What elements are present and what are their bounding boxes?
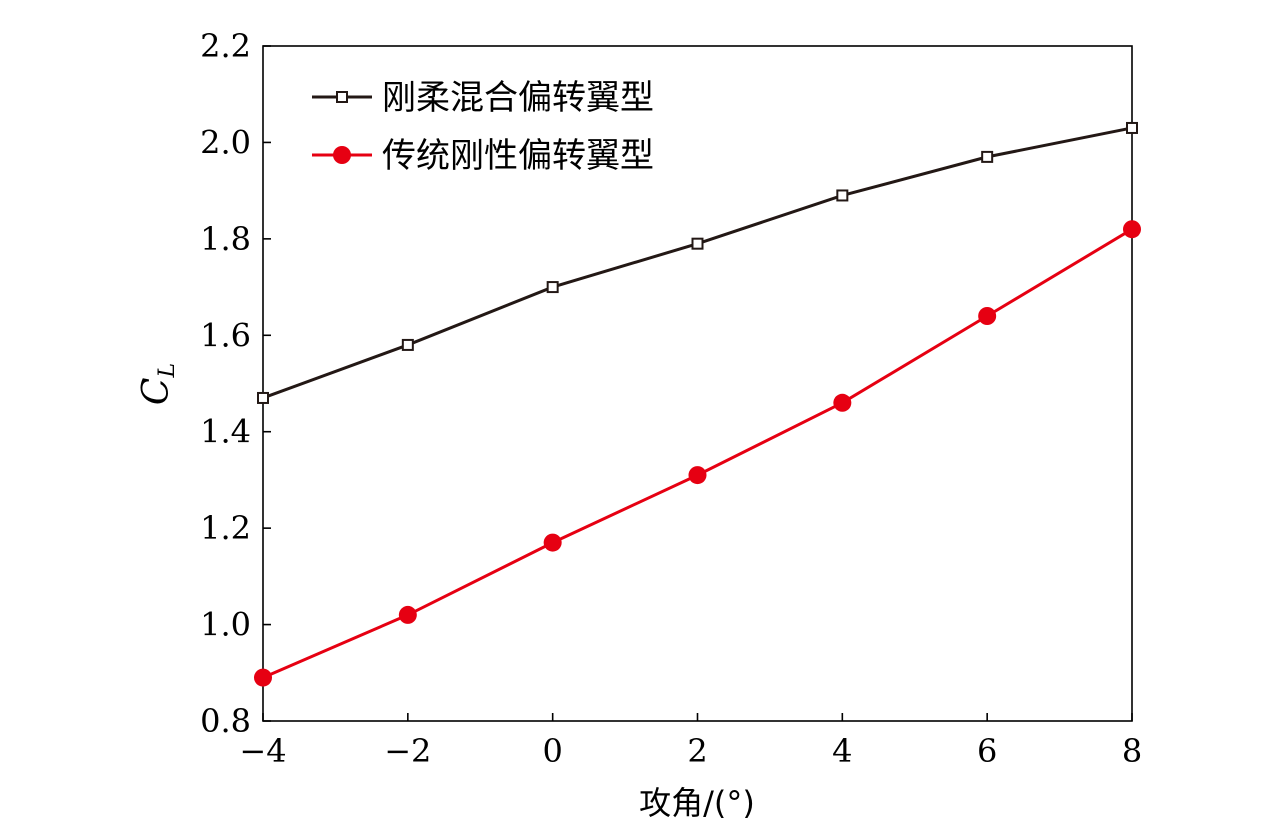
legend-item: 传统刚性偏转翼型 xyxy=(312,136,654,176)
x-axis-title: 攻角/(°) xyxy=(639,784,755,822)
y-tick-label: 1.2 xyxy=(200,509,251,547)
series-1 xyxy=(257,121,1138,404)
y-axis-title-main: C xyxy=(136,378,177,406)
x-tick-label: −2 xyxy=(384,732,431,770)
legend-label: 传统刚性偏转翼型 xyxy=(382,136,654,176)
data-point xyxy=(546,281,559,294)
data-point xyxy=(543,533,562,552)
data-point xyxy=(398,605,417,624)
series-2 xyxy=(254,220,1141,687)
x-tick-label: 4 xyxy=(832,732,852,770)
legend-marker xyxy=(336,91,348,103)
x-tick-label: 6 xyxy=(977,732,997,770)
y-tick-label: 1.4 xyxy=(200,413,251,451)
data-point xyxy=(1126,121,1138,134)
x-tick-label: 2 xyxy=(687,732,707,770)
y-tick-label: 1.0 xyxy=(200,606,251,644)
y-tick-label: 2.2 xyxy=(200,27,251,65)
data-point xyxy=(401,338,414,351)
series-layer xyxy=(254,121,1141,687)
y-axis-title-subscript: L xyxy=(155,363,180,379)
series-line xyxy=(262,227,1133,679)
y-tick-label: 1.8 xyxy=(200,220,251,258)
data-point xyxy=(836,189,849,202)
y-axis-title: CL xyxy=(136,363,180,405)
data-point xyxy=(978,307,997,325)
data-point xyxy=(254,668,272,687)
legend-marker xyxy=(333,146,351,164)
y-tick-label: 2.0 xyxy=(200,123,251,161)
data-point xyxy=(1123,220,1141,239)
legend-label: 刚柔混合偏转翼型 xyxy=(382,78,654,118)
legend-item: 刚柔混合偏转翼型 xyxy=(312,78,654,118)
axis-ticks: −4 −2 0 2 4 6 8 0.8 1.0 1.2 1.4 1.6 1.8 2.0 2.2 xyxy=(200,27,1142,770)
x-tick-label: −4 xyxy=(239,732,286,770)
data-point xyxy=(833,393,852,412)
y-tick-label: 0.8 xyxy=(200,702,251,740)
data-point xyxy=(688,466,707,485)
x-tick-label: 0 xyxy=(542,732,562,770)
x-tick-label: 8 xyxy=(1122,732,1142,770)
data-point xyxy=(257,391,269,404)
y-tick-label: 1.6 xyxy=(200,316,251,354)
data-point xyxy=(981,150,994,163)
data-point xyxy=(691,237,704,250)
